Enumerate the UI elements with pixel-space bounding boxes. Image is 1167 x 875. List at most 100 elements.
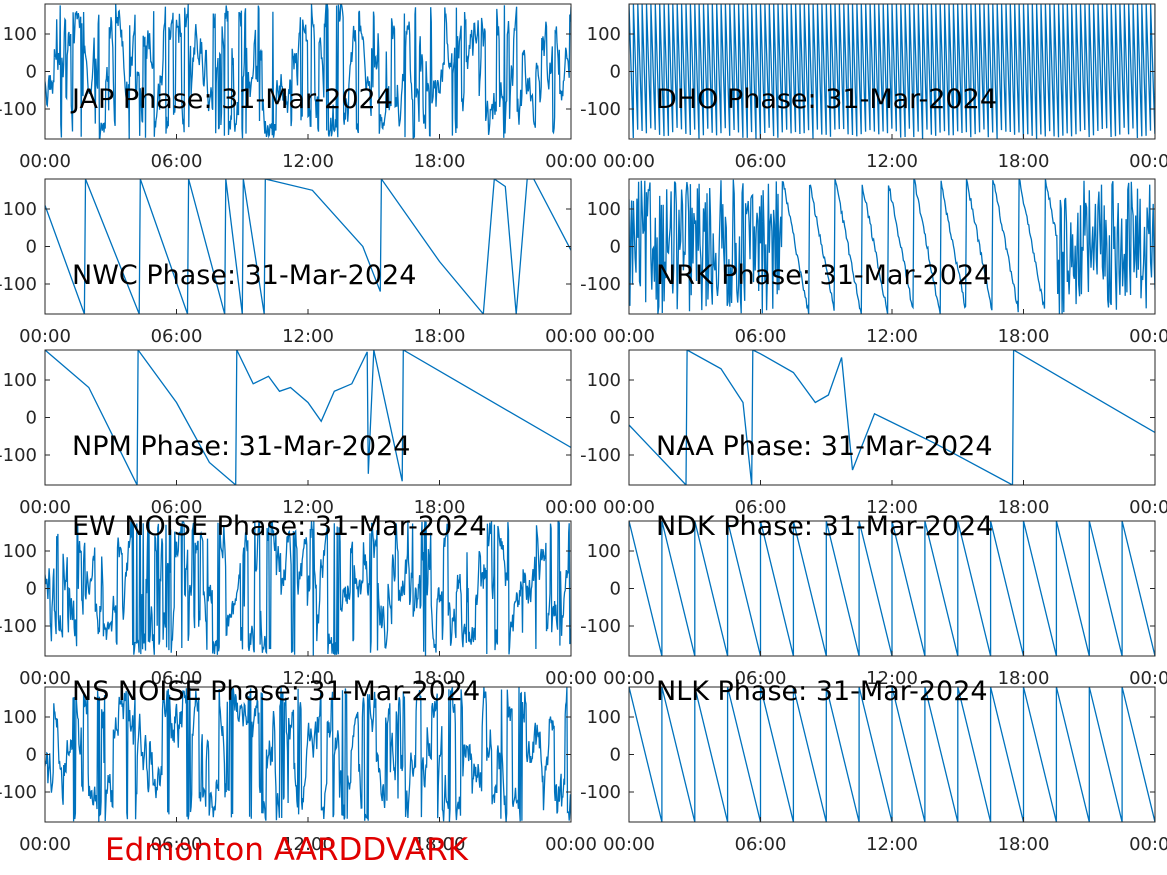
y-tick-label: 0: [26, 237, 37, 258]
panel-title: JAP Phase: 31-Mar-2024: [70, 84, 393, 115]
y-tick-label: 100: [587, 199, 621, 220]
x-tick-label: 00:00: [1129, 497, 1167, 518]
phase-series-line: [629, 4, 1155, 139]
x-tick-label: 18:00: [998, 497, 1050, 518]
y-tick-label: 100: [3, 199, 37, 220]
footer-label: Edmonton AARDDVARK: [105, 832, 469, 868]
phase-series-line: [629, 687, 1155, 822]
y-tick-label: 100: [3, 541, 37, 562]
y-tick-label: -100: [0, 782, 37, 803]
x-tick-label: 06:00: [151, 834, 203, 855]
phase-series-line: [629, 350, 1155, 485]
x-tick-label: 00:00: [545, 497, 597, 518]
panel-5: 100 0 -100 00:00 06:00 12:00 18:00 00:00 NPM Pha…: [0, 349, 597, 518]
x-tick-label: 00:00: [19, 668, 71, 689]
x-tick-label: 12:00: [866, 834, 918, 855]
panel-title: DHO Phase: 31-Mar-2024: [656, 84, 997, 115]
x-tick-label: 06:00: [151, 497, 203, 518]
y-tick-label: 0: [610, 62, 621, 83]
y-tick-label: 0: [610, 408, 621, 429]
panel-title: EW NOISE Phase: 31-Mar-2024: [72, 511, 487, 542]
phase-series-line: [629, 179, 1155, 314]
panel-6: 100 0 -100 00:00 06:00 12:00 18:00 00:00 NAA Pha…: [580, 349, 1167, 518]
x-tick-label: 18:00: [414, 151, 466, 172]
x-tick-label: 06:00: [735, 668, 787, 689]
panel-title: NWC Phase: 31-Mar-2024: [72, 260, 416, 291]
x-tick-label: 18:00: [414, 834, 466, 855]
y-tick-label: -100: [0, 99, 37, 120]
x-tick-label: 18:00: [414, 668, 466, 689]
y-tick-label: 100: [3, 707, 37, 728]
phase-series-line: [629, 521, 1155, 656]
x-tick-label: 00:00: [545, 668, 597, 689]
x-tick-label: 00:00: [19, 326, 71, 347]
x-tick-label: 12:00: [282, 497, 334, 518]
x-tick-label: 00:00: [545, 834, 597, 855]
x-tick-label: 00:00: [603, 834, 655, 855]
y-tick-label: 0: [26, 62, 37, 83]
y-tick-label: 100: [587, 370, 621, 391]
x-tick-label: 12:00: [282, 834, 334, 855]
x-tick-label: 12:00: [866, 668, 918, 689]
x-tick-label: 12:00: [866, 497, 918, 518]
x-tick-label: 06:00: [735, 151, 787, 172]
panel-title: NAA Phase: 31-Mar-2024: [656, 431, 993, 462]
x-tick-label: 00:00: [545, 326, 597, 347]
panel-1: 100 0 -100 00:00 06:00 12:00 18:00 00:00 JAP Pha…: [0, 3, 597, 172]
y-tick-label: -100: [0, 616, 37, 637]
x-tick-label: 00:00: [603, 668, 655, 689]
x-tick-label: 00:00: [603, 497, 655, 518]
y-tick-label: 100: [587, 707, 621, 728]
phase-series-line: [45, 687, 571, 822]
panel-2: 100 0 -100 00:00 06:00 12:00 18:00 00:00 DHO Pha…: [580, 3, 1167, 172]
x-tick-label: 06:00: [151, 151, 203, 172]
panel-7: 100 0 -100 00:00 06:00 12:00 18:00 00:00 EW NOIS…: [0, 511, 597, 689]
x-tick-label: 12:00: [282, 151, 334, 172]
y-tick-label: 0: [26, 408, 37, 429]
y-tick-label: -100: [0, 274, 37, 295]
x-tick-label: 06:00: [735, 497, 787, 518]
x-tick-label: 06:00: [151, 668, 203, 689]
y-tick-label: 100: [3, 370, 37, 391]
x-tick-label: 12:00: [282, 326, 334, 347]
x-tick-label: 06:00: [151, 326, 203, 347]
phase-series-line: [45, 4, 571, 139]
panel-title: NRK Phase: 31-Mar-2024: [656, 260, 991, 291]
y-tick-label: 100: [587, 24, 621, 45]
x-tick-label: 18:00: [998, 326, 1050, 347]
y-tick-label: 0: [26, 579, 37, 600]
y-tick-label: 0: [610, 579, 621, 600]
phase-series-line: [45, 521, 571, 656]
y-tick-label: 0: [610, 237, 621, 258]
y-tick-label: 100: [3, 24, 37, 45]
x-tick-label: 00:00: [603, 326, 655, 347]
x-tick-label: 00:00: [1129, 151, 1167, 172]
panel-10: 100 0 -100 00:00 06:00 12:00 18:00 00:00 NLK Pha…: [580, 676, 1167, 855]
y-tick-label: -100: [580, 616, 621, 637]
x-tick-label: 12:00: [282, 668, 334, 689]
y-tick-label: 100: [587, 541, 621, 562]
x-tick-label: 00:00: [545, 151, 597, 172]
x-tick-label: 06:00: [735, 834, 787, 855]
phase-series-line: [45, 179, 571, 314]
x-tick-label: 00:00: [19, 497, 71, 518]
panel-3: 100 0 -100 00:00 06:00 12:00 18:00 00:00 NWC Pha…: [0, 178, 597, 347]
panel-title: NS NOISE Phase: 31-Mar-2024: [72, 676, 480, 707]
y-tick-label: 0: [26, 745, 37, 766]
panel-4: 100 0 -100 00:00 06:00 12:00 18:00 00:00 NRK Pha…: [580, 178, 1167, 347]
x-tick-label: 12:00: [866, 326, 918, 347]
panel-title: NDK Phase: 31-Mar-2024: [656, 511, 993, 542]
x-tick-label: 18:00: [414, 326, 466, 347]
axes-box: [44, 349, 572, 486]
axes-box: [628, 349, 1156, 486]
y-tick-label: -100: [0, 445, 37, 466]
x-tick-label: 00:00: [1129, 668, 1167, 689]
panel-title: NPM Phase: 31-Mar-2024: [72, 431, 410, 462]
x-tick-label: 12:00: [866, 151, 918, 172]
x-tick-label: 18:00: [998, 834, 1050, 855]
x-tick-label: 18:00: [998, 151, 1050, 172]
x-tick-label: 00:00: [1129, 834, 1167, 855]
panel-8: 100 0 -100 00:00 06:00 12:00 18:00 00:00 NDK Pha…: [580, 511, 1167, 689]
panel-9: 100 0 -100 00:00 06:00 12:00 18:00 00:00 NS NOIS…: [0, 676, 597, 855]
